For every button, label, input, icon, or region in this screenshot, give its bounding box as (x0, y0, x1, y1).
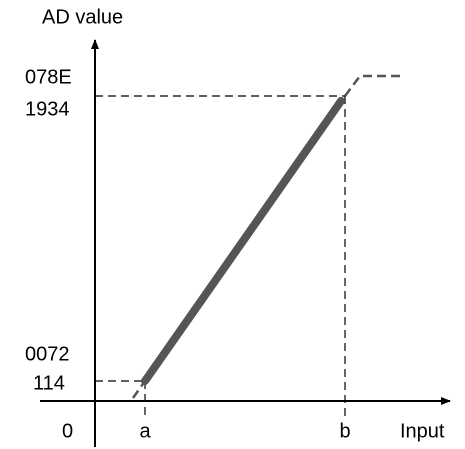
x-mark-a: a (139, 420, 151, 442)
saturation-lines (131, 74, 405, 399)
high-hex-label: 078E (25, 66, 72, 88)
high-extension (344, 74, 405, 97)
x-mark-b: b (339, 420, 350, 442)
y-axis-label: AD value (42, 6, 123, 28)
x-axis-label: Input (400, 420, 445, 442)
low-hex-label: 0072 (25, 343, 70, 365)
origin-label: 0 (62, 420, 73, 442)
transfer-line (141, 97, 345, 385)
guide-lines (95, 95, 346, 417)
high-dec-label: 1934 (25, 98, 70, 120)
low-dec-label: 114 (33, 372, 65, 394)
